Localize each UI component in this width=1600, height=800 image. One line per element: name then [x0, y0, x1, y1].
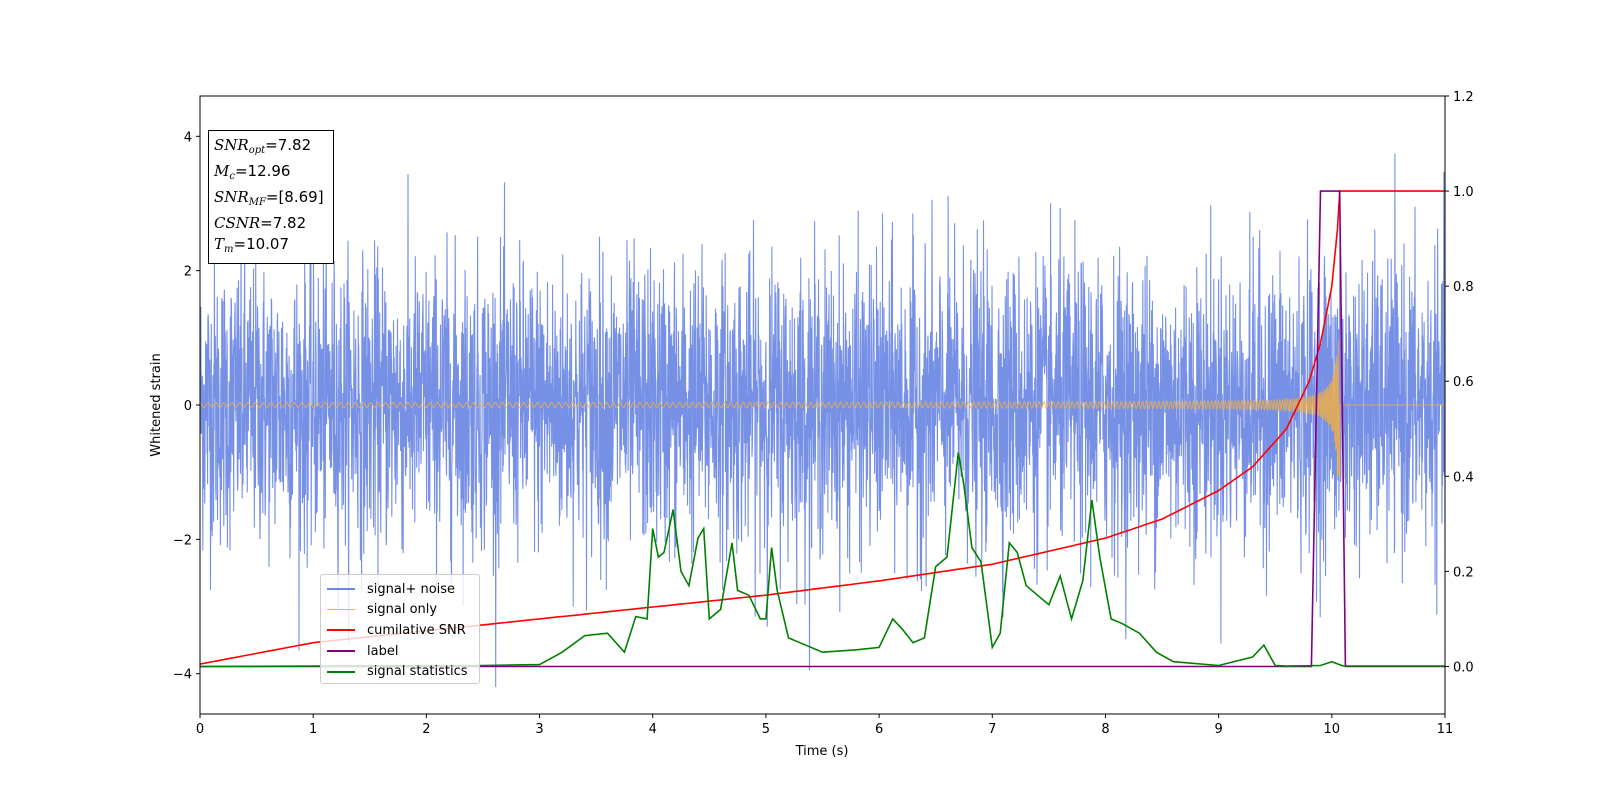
- legend-swatch-signal-noise: [327, 588, 355, 591]
- x-tick-label: 7: [988, 722, 996, 737]
- y-tick-label: 0: [184, 399, 192, 414]
- y-axis-label: Whitened strain: [149, 353, 164, 456]
- x-tick-label: 6: [875, 722, 883, 737]
- x-tick-label: 2: [422, 722, 430, 737]
- legend: signal+ noise signal only cumilative SNR…: [320, 574, 480, 684]
- x-tick-label: 3: [535, 722, 543, 737]
- y2-tick-label: 0.2: [1453, 565, 1474, 580]
- annotation-snr-opt: SNRopt=7.82: [214, 136, 312, 156]
- legend-item-cumulative-snr: cumilative SNR: [327, 620, 473, 641]
- y2-tick-label: 1.2: [1453, 90, 1474, 105]
- x-tick-label: 10: [1324, 722, 1341, 737]
- series-signal-only: [200, 339, 1445, 478]
- x-tick-label: 1: [309, 722, 317, 737]
- legend-label: label: [367, 643, 399, 659]
- x-axis: 0 1 2 3 4 5 6 7 8 9 10 11: [196, 714, 1453, 737]
- x-tick-label: 5: [762, 722, 770, 737]
- legend-label: signal statistics: [367, 664, 468, 680]
- legend-label: cumilative SNR: [367, 622, 466, 638]
- series-cumulative-snr: [200, 190, 1445, 665]
- y-tick-label: −2: [173, 533, 192, 548]
- annotation-box: SNRopt=7.82 Mc=12.96 SNRMF=[8.69] CSNR=7…: [208, 130, 334, 264]
- legend-swatch-signal-only: [327, 609, 355, 611]
- legend-item-signal-statistics: signal statistics: [327, 661, 473, 682]
- y-axis: 4 2 0 −2 −4: [173, 130, 200, 683]
- legend-item-label: label: [327, 641, 473, 662]
- annotation-snr-mf: SNRMF=[8.69]: [214, 188, 324, 208]
- y2-tick-label: 0.4: [1453, 470, 1474, 485]
- x-axis-label: Time (s): [795, 744, 849, 759]
- annotation-csnr: CSNR=7.82: [214, 214, 307, 232]
- series-signal-noise: [200, 153, 1445, 688]
- x-tick-label: 11: [1437, 722, 1454, 737]
- legend-item-signal-only: signal only: [327, 600, 473, 621]
- series-layer: [200, 153, 1445, 688]
- x-tick-label: 8: [1101, 722, 1109, 737]
- legend-swatch-cumulative-snr: [327, 629, 355, 632]
- x-tick-label: 4: [649, 722, 657, 737]
- legend-swatch-signal-statistics: [327, 670, 355, 673]
- legend-label: signal+ noise: [367, 581, 456, 597]
- y2-tick-label: 0.0: [1453, 660, 1474, 675]
- y-tick-label: 2: [184, 265, 192, 280]
- annotation-mc: Mc=12.96: [214, 162, 291, 182]
- legend-label: signal only: [367, 602, 438, 618]
- annotation-tm: Tm=10.07: [214, 235, 290, 255]
- y-tick-label: −4: [173, 668, 192, 683]
- x-tick-label: 9: [1214, 722, 1222, 737]
- y2-axis: 1.2 1.0 0.8 0.6 0.4 0.2 0.0: [1445, 90, 1474, 675]
- series-signal-statistics: [200, 452, 1445, 668]
- y2-tick-label: 0.6: [1453, 375, 1474, 390]
- legend-swatch-label: [327, 650, 355, 653]
- y2-tick-label: 1.0: [1453, 185, 1474, 200]
- y-tick-label: 4: [184, 130, 192, 145]
- y2-tick-label: 0.8: [1453, 280, 1474, 295]
- legend-item-signal-noise: signal+ noise: [327, 579, 473, 600]
- x-tick-label: 0: [196, 722, 204, 737]
